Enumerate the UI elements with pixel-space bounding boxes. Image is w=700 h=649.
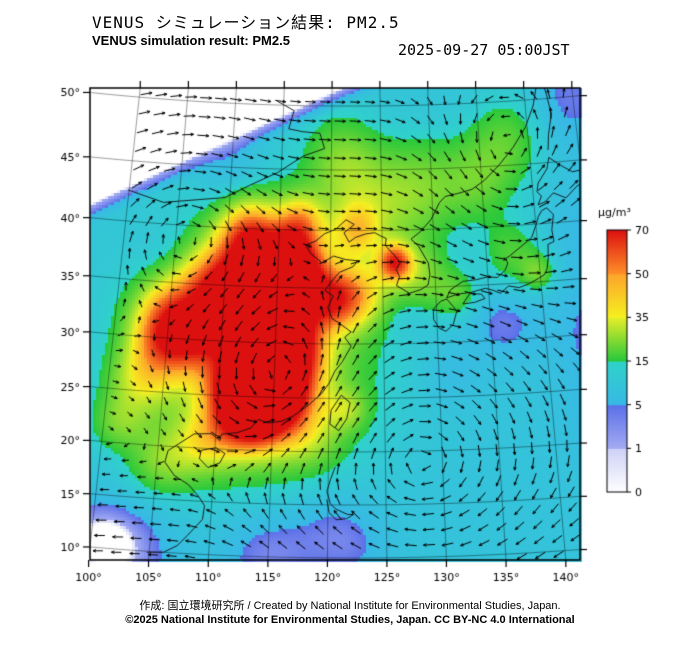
- credit-line: 作成: 国立環境研究所 / Created by National Instit…: [139, 600, 561, 612]
- license-line: ©2025 National Institute for Environment…: [125, 614, 575, 626]
- timestamp-label: 2025-09-27 05:00JST: [398, 41, 570, 59]
- page-title-english: VENUS simulation result: PM2.5: [92, 33, 290, 48]
- page-title-japanese: VENUS シミュレーション結果: PM2.5: [92, 13, 400, 32]
